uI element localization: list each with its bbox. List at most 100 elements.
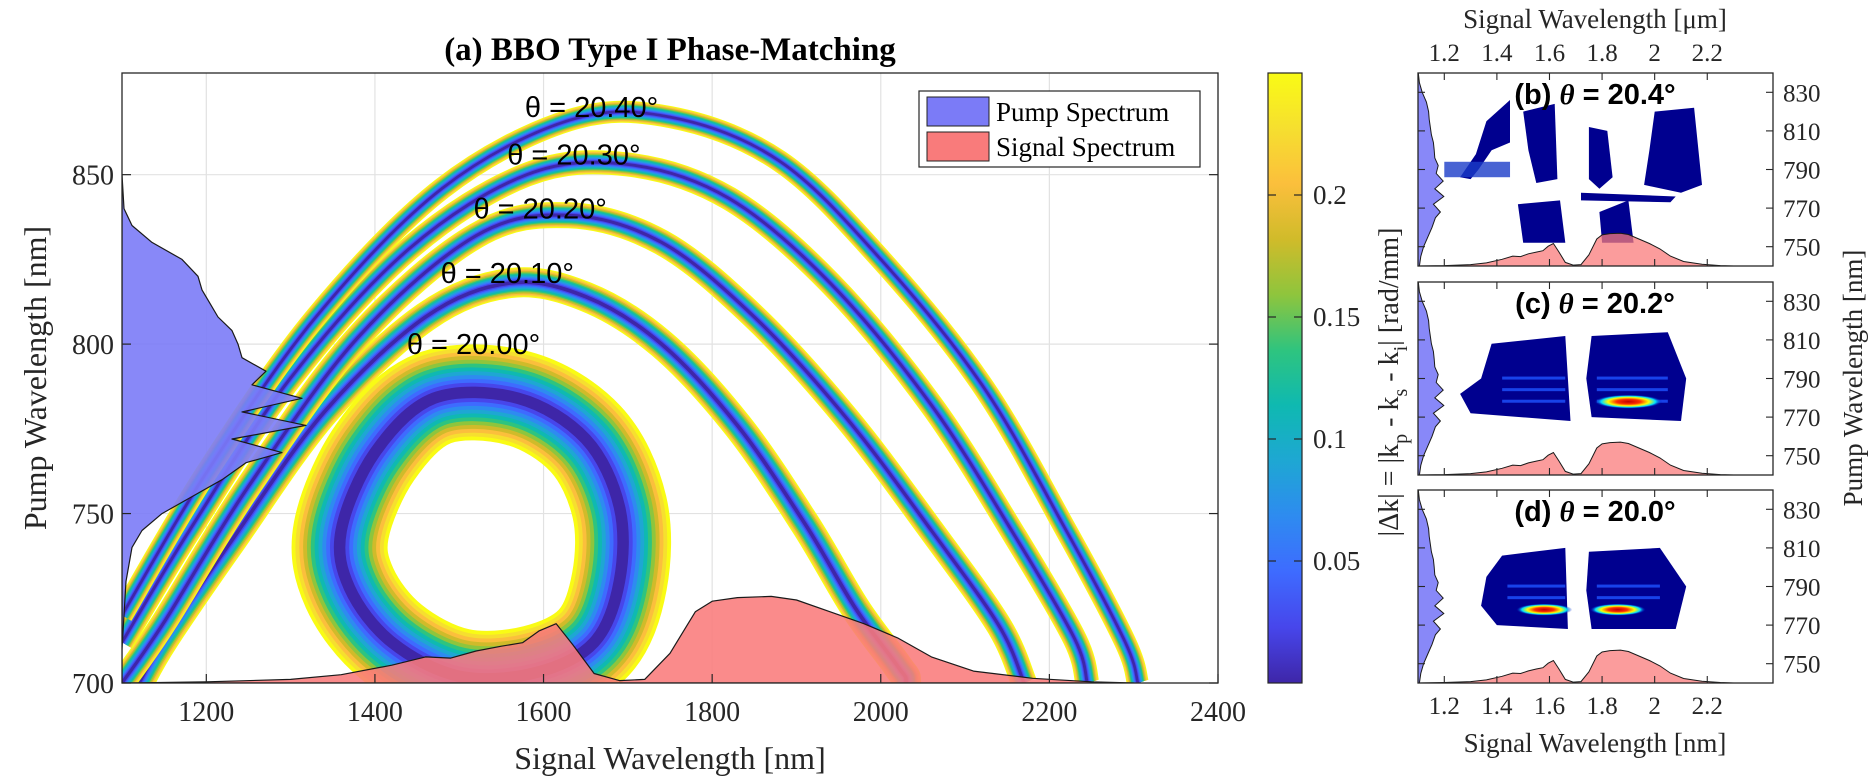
contour-label: θ = 20.20° [473, 194, 606, 226]
heat-hotspot [1589, 603, 1646, 616]
heat-region [1460, 100, 1510, 180]
y-tick-label: 790 [1783, 367, 1821, 394]
colorbar: 0.050.10.150.2 |Δk| = |kp - ks - ki| [ra… [1267, 72, 1412, 684]
heat-region [1581, 192, 1676, 203]
signal-spectrum [122, 595, 1135, 683]
heat-hotspot [1516, 603, 1573, 616]
panel-a-title: (a) BBO Type I Phase-Matching [444, 32, 896, 68]
legend-pump-swatch [926, 96, 990, 127]
x-tick-label: 1.2 [1429, 693, 1460, 720]
y-tick-label: 700 [72, 669, 114, 700]
colorbar-label-mid1: - k [1374, 397, 1405, 434]
panel-a: 1200 1400 1600 1800 2000 2200 2400 700 750 800 850… [17, 32, 1246, 776]
y-tick-label: 800 [72, 330, 114, 361]
colorbar-label-sub-i: i [1390, 345, 1412, 351]
y-tick-label: 830 [1783, 80, 1821, 107]
colorbar-label-sub-s: s [1390, 389, 1412, 397]
pump-spectrum-mini [1418, 282, 1445, 475]
legend-signal-swatch [926, 131, 990, 162]
heat-region [1523, 103, 1558, 183]
contour-labels: θ = 20.00° θ = 20.10° θ = 20.20° θ = 20.30°… [407, 92, 658, 361]
panel-c: 750 770 790 810 830 (c) θ = 20.2° Pump Wavel… [1417, 250, 1868, 507]
colorbar-label-main: |Δk| = |k [1374, 444, 1405, 537]
panel-d-title: (d) θ = 20.0° [1514, 496, 1675, 528]
heat-streak [1596, 584, 1660, 588]
heat-streak [1596, 388, 1668, 392]
panel-d-title-theta: θ [1559, 496, 1574, 528]
panel-b-title: (b) θ = 20.4° [1514, 79, 1675, 111]
x-tick-label: 2200 [1021, 697, 1077, 728]
x-tick-label: 1.4 [1481, 693, 1513, 720]
x-tick-label: 2000 [853, 697, 909, 728]
contour-theta-20-00 [291, 344, 672, 683]
contour-label: θ = 20.30° [507, 139, 640, 171]
pump-spectrum [122, 174, 307, 683]
contour-label: θ = 20.10° [441, 258, 574, 290]
colorbar-tick-label: 0.05 [1313, 546, 1360, 576]
legend-pump-label: Pump Spectrum [996, 97, 1169, 127]
colorbar-label-sub-p: p [1390, 434, 1412, 444]
y-tick-label: 810 [1783, 119, 1821, 146]
top-x-tick-label: 1.2 [1429, 40, 1460, 67]
heat-streak [1502, 376, 1566, 380]
signal-spectrum-mini [1418, 441, 1734, 475]
pump-spectrum-mini [1418, 73, 1445, 266]
colorbar-tick-label: 0.15 [1313, 302, 1360, 332]
y-tick-label: 850 [72, 161, 114, 192]
panel-b-title-prefix: (b) [1514, 79, 1559, 111]
colorbar-ticks: 0.05 0.1 0.15 0.2 [1268, 180, 1360, 576]
x-tick-label: 1.8 [1586, 693, 1617, 720]
panel-a-ylabel: Pump Wavelength [nm] [17, 226, 53, 530]
panel-d-title-prefix: (d) [1514, 496, 1559, 528]
heat-region [1599, 200, 1634, 243]
x-tick-label: 1400 [347, 697, 403, 728]
heat-region [1481, 547, 1568, 629]
signal-spectrum-mini [1418, 649, 1734, 683]
x-tick-label: 1600 [516, 697, 572, 728]
top-x-tick-label: 1.6 [1534, 40, 1565, 67]
panel-b-title-theta: θ [1559, 79, 1574, 111]
panel-c-title-prefix: (c) [1515, 288, 1559, 320]
heat-streak [1444, 161, 1511, 178]
colorbar-gradient [1267, 72, 1303, 684]
y-tick-label: 810 [1783, 328, 1821, 355]
signal-spectrum-mini [1418, 232, 1734, 266]
y-tick-label: 790 [1783, 158, 1821, 185]
x-tick-label: 2.2 [1692, 693, 1723, 720]
panel-b-top-xlabel: Signal Wavelength [μm] [1463, 4, 1727, 34]
panel-b: 750 770 790 810 830 1.2 1.4 1.6 1.8 2 2.2 (b) θ = … [1417, 4, 1821, 267]
heat-hotspot [1594, 394, 1663, 409]
y-tick-label: 750 [1783, 444, 1821, 471]
panel-c-title-value: = 20.2° [1574, 288, 1675, 320]
panel-c-title-theta: θ [1559, 288, 1574, 320]
heat-streak [1507, 596, 1566, 600]
y-tick-label: 830 [1783, 289, 1821, 316]
panel-c-right-ylabel: Pump Wavelength [nm] [1838, 250, 1868, 507]
colorbar-label: |Δk| = |kp - ks - ki| [rad/mm] [1374, 228, 1412, 537]
heat-region [1588, 127, 1613, 189]
y-tick-label: 830 [1783, 497, 1821, 524]
x-tick-label: 1800 [684, 697, 740, 728]
contour-theta-20-40 [122, 100, 1149, 683]
x-tick-label: 2400 [1190, 697, 1246, 728]
top-x-tick-label: 1.8 [1586, 40, 1617, 67]
y-tick-label: 770 [1783, 613, 1821, 640]
heat-region [1586, 547, 1687, 629]
top-x-tick-label: 1.4 [1481, 40, 1513, 67]
y-tick-label: 770 [1783, 405, 1821, 432]
panel-a-frame [121, 72, 1219, 684]
legend-signal-label: Signal Spectrum [996, 132, 1175, 162]
heat-streak [1502, 399, 1566, 403]
heat-streak [1502, 388, 1566, 392]
top-x-tick-label: 2 [1648, 40, 1661, 67]
panel-d-xlabel: Signal Wavelength [nm] [1464, 728, 1727, 758]
contour-label: θ = 20.40° [525, 92, 658, 124]
y-tick-label: 810 [1783, 536, 1821, 563]
heat-region [1644, 107, 1702, 193]
panel-d-title-value: = 20.0° [1575, 496, 1676, 528]
panel-a-spectra [122, 174, 1135, 683]
contour-theta-20-20 [122, 202, 1037, 683]
colorbar-tick-label: 0.2 [1313, 180, 1347, 210]
x-tick-label: 1.6 [1534, 693, 1565, 720]
